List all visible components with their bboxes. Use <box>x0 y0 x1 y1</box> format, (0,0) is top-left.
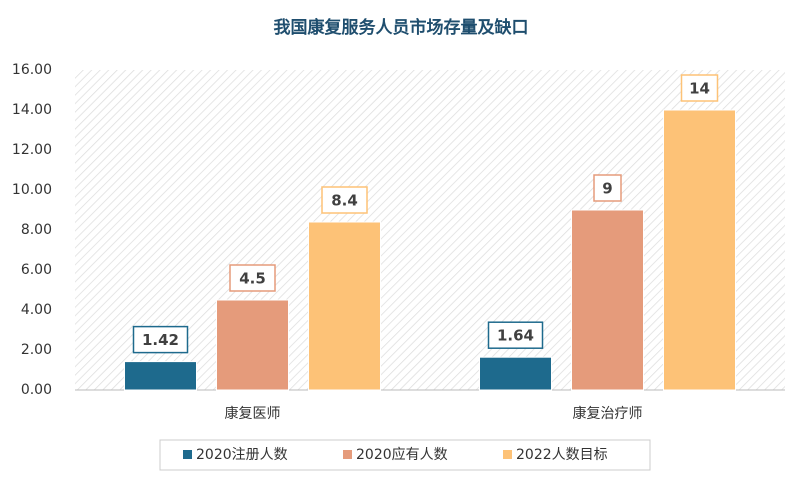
data-label: 1.42 <box>142 331 179 349</box>
y-tick-label: 4.00 <box>21 302 52 318</box>
data-label: 8.4 <box>331 192 358 210</box>
legend-swatch <box>343 450 352 459</box>
data-label-box <box>680 74 719 102</box>
bar <box>571 209 644 391</box>
data-label: 1.64 <box>497 327 534 345</box>
bar <box>663 109 736 391</box>
legend-swatch <box>183 450 192 459</box>
y-tick-label: 14.00 <box>12 102 52 118</box>
bar <box>479 356 552 391</box>
data-label-box <box>132 325 189 354</box>
bar <box>308 221 381 391</box>
data-label-box <box>487 321 544 349</box>
legend-label: 2022人数目标 <box>516 447 608 463</box>
data-label: 4.5 <box>239 270 266 288</box>
legend-swatch <box>503 450 512 459</box>
legend-box <box>159 439 651 471</box>
data-label-box <box>321 186 368 214</box>
y-tick-label: 2.00 <box>21 342 52 358</box>
data-label: 14 <box>689 80 710 98</box>
legend-label: 2020注册人数 <box>196 447 288 463</box>
data-label: 9 <box>602 180 612 198</box>
x-tick-label: 康复治疗师 <box>573 405 643 422</box>
y-tick-label: 0.00 <box>21 382 52 398</box>
y-tick-label: 12.00 <box>12 142 52 158</box>
legend-label: 2020应有人数 <box>356 446 448 463</box>
data-label-box <box>229 264 276 292</box>
bar <box>216 299 289 391</box>
y-tick-label: 6.00 <box>21 262 52 278</box>
y-tick-label: 16.00 <box>12 62 52 78</box>
chart-title: 我国康复服务人员市场存量及缺口 <box>274 17 529 38</box>
x-tick-label: 康复医师 <box>225 405 281 422</box>
bar <box>124 361 197 391</box>
y-tick-label: 10.00 <box>12 182 52 198</box>
data-label-box <box>593 174 622 202</box>
y-tick-label: 8.00 <box>21 222 52 238</box>
